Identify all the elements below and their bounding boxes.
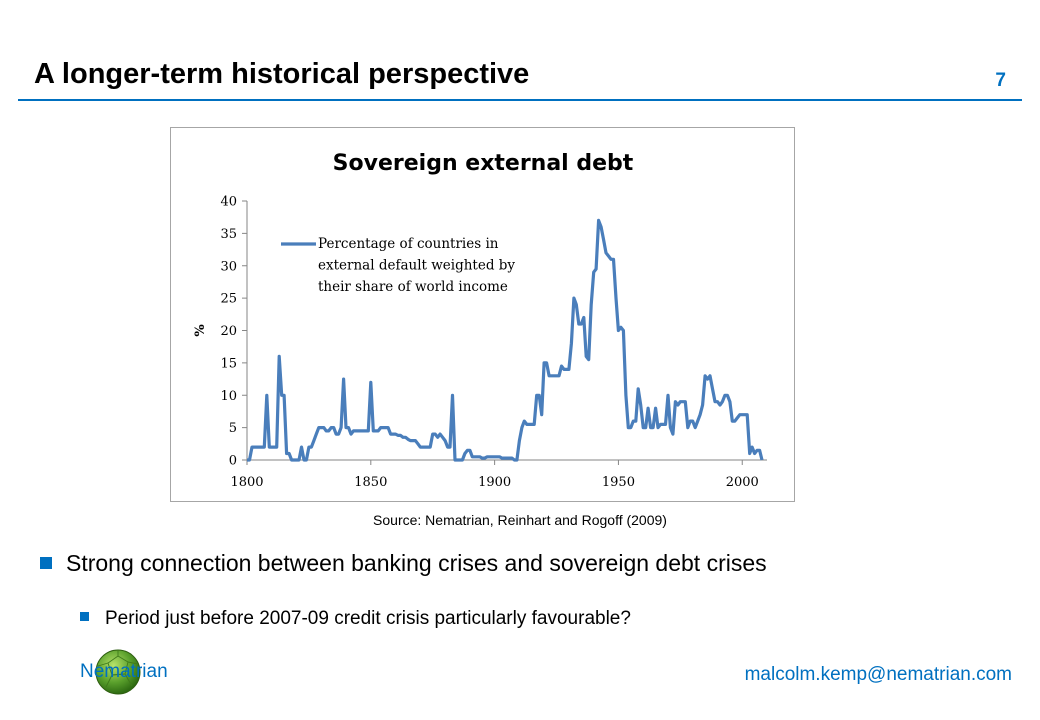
bullet-text: Strong connection between banking crises… <box>66 550 767 576</box>
slide-title: A longer-term historical perspective <box>34 58 530 90</box>
y-tick-label: 25 <box>220 292 237 307</box>
chart-series-layer <box>247 218 764 462</box>
nematrian-logo-icon <box>95 649 141 695</box>
y-tick-label: 40 <box>220 195 237 210</box>
y-tick-label: 0 <box>229 454 237 469</box>
bullet-square-icon <box>80 612 89 622</box>
y-tick-label: 30 <box>220 259 237 274</box>
y-axis-label: % <box>193 324 208 337</box>
x-tick-label: 2000 <box>726 475 759 490</box>
chart-frame: Sovereign external debt 0 5 10 15 20 25 30 35 40… <box>170 127 795 502</box>
chart-legend: Percentage of countries in external defau… <box>281 236 515 295</box>
brand-name: Nematrian <box>80 661 168 682</box>
y-tick-label: 5 <box>229 421 237 436</box>
title-divider <box>18 99 1022 101</box>
bullet-level2: Period just before 2007-09 credit crisis… <box>80 608 631 630</box>
bullet-level1: Strong connection between banking crises… <box>40 550 767 577</box>
chart-title: Sovereign external debt <box>333 151 634 176</box>
y-tick-label: 35 <box>220 227 237 242</box>
x-tick-label: 1950 <box>602 475 635 490</box>
legend-label: their share of world income <box>318 279 508 295</box>
legend-label: Percentage of countries in <box>318 236 499 252</box>
bullet-text: Period just before 2007-09 credit crisis… <box>105 608 631 629</box>
source-note: Source: Nematrian, Reinhart and Rogoff (… <box>373 512 667 528</box>
x-tick-label: 1800 <box>230 475 263 490</box>
legend-label: external default weighted by <box>318 258 515 274</box>
sovereign-debt-chart: Sovereign external debt 0 5 10 15 20 25 30 35 40… <box>193 151 767 491</box>
x-tick-label: 1850 <box>354 475 387 490</box>
y-tick-label: 20 <box>220 324 237 339</box>
chart-ticks: 0 5 10 15 20 25 30 35 40 1800 1850 1900 1950 2000 <box>220 195 758 491</box>
y-tick-label: 10 <box>220 389 237 404</box>
slide-number: 7 <box>995 70 1006 91</box>
y-tick-label: 15 <box>220 356 237 371</box>
series-line-0 <box>247 218 764 462</box>
bullet-square-icon <box>40 556 52 569</box>
contact-email[interactable]: malcolm.kemp@nematrian.com <box>744 664 1012 685</box>
x-tick-label: 1900 <box>478 475 511 490</box>
